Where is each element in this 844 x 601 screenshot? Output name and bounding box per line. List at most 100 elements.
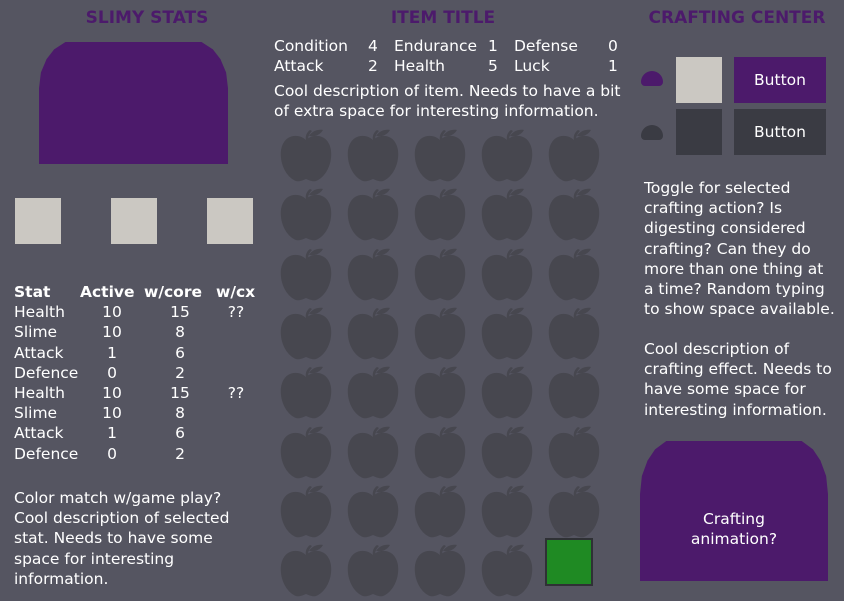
- apple-icon: [347, 247, 399, 301]
- core-slot-3[interactable]: [207, 198, 253, 244]
- stat-active: 10: [102, 384, 122, 403]
- inventory-slot[interactable]: [280, 484, 332, 538]
- stat-with-cx: [216, 363, 256, 383]
- stat-name: Defence: [14, 444, 79, 463]
- item-stat-value: 5: [488, 57, 498, 76]
- inventory-slot[interactable]: [280, 365, 332, 419]
- crafting-center-title: CRAFTING CENTER: [648, 8, 826, 28]
- core-slot-1[interactable]: [15, 198, 61, 244]
- apple-icon: [414, 247, 466, 301]
- inventory-slot[interactable]: [548, 365, 600, 419]
- apple-icon: [481, 484, 533, 538]
- apple-icon: [347, 484, 399, 538]
- inventory-slot[interactable]: [548, 187, 600, 241]
- inventory-slot[interactable]: [481, 365, 533, 419]
- inventory-slot[interactable]: [414, 543, 466, 597]
- apple-icon: [347, 543, 399, 597]
- inventory-slot[interactable]: [347, 187, 399, 241]
- apple-icon: [280, 247, 332, 301]
- stat-name: Health: [14, 384, 65, 403]
- inventory-slot[interactable]: [414, 247, 466, 301]
- stat-with-core: 6: [175, 343, 185, 362]
- inventory-slot[interactable]: [414, 187, 466, 241]
- item-stat-value: 2: [368, 57, 378, 76]
- apple-icon: [280, 128, 332, 182]
- stats-row[interactable]: Slime 10 8: [14, 322, 256, 342]
- inventory-slot[interactable]: [280, 425, 332, 479]
- crafting-toggle-1[interactable]: [641, 71, 663, 86]
- apple-icon: [481, 425, 533, 479]
- stat-active: 10: [102, 303, 122, 322]
- stat-active: 10: [102, 323, 122, 342]
- inventory-slot[interactable]: [481, 484, 533, 538]
- stats-row[interactable]: Slime 10 8: [14, 403, 256, 423]
- crafting-button-2[interactable]: Button: [734, 109, 826, 155]
- apple-icon: [481, 247, 533, 301]
- item-stat-value: 1: [488, 37, 498, 55]
- inventory-slot[interactable]: [481, 128, 533, 182]
- crafting-toggle-2[interactable]: [641, 125, 663, 140]
- inventory-slot[interactable]: [347, 128, 399, 182]
- item-stat-label: Endurance: [394, 37, 478, 55]
- crafting-slot-1[interactable]: [676, 57, 722, 103]
- slime-portrait: [39, 42, 228, 164]
- inventory-slot[interactable]: [347, 484, 399, 538]
- inventory-slot[interactable]: [481, 306, 533, 360]
- crafting-slot-2[interactable]: [676, 109, 722, 155]
- inventory-slot[interactable]: [347, 306, 399, 360]
- apple-icon: [280, 425, 332, 479]
- inventory-slot[interactable]: [414, 365, 466, 419]
- inventory-slot[interactable]: [280, 306, 332, 360]
- item-stat-label: Defense: [514, 37, 578, 55]
- inventory-slot[interactable]: [347, 247, 399, 301]
- item-stat-value: 4: [368, 37, 378, 55]
- stats-row[interactable]: Defence 0 2: [14, 363, 256, 383]
- apple-icon: [481, 128, 533, 182]
- stat-with-cx: ??: [227, 384, 245, 403]
- inventory-slot[interactable]: [347, 543, 399, 597]
- inventory-slot[interactable]: [280, 247, 332, 301]
- stat-with-core: 15: [170, 303, 190, 322]
- inventory-slot[interactable]: [414, 128, 466, 182]
- inventory-slot[interactable]: [481, 543, 533, 597]
- apple-icon: [280, 365, 332, 419]
- inventory-slot[interactable]: [280, 128, 332, 182]
- crafting-button-1[interactable]: Button: [734, 57, 826, 103]
- inventory-slot[interactable]: [481, 187, 533, 241]
- apple-icon: [414, 543, 466, 597]
- stat-with-core: 15: [170, 384, 190, 403]
- inventory-slot[interactable]: [548, 247, 600, 301]
- inventory-slot[interactable]: [548, 484, 600, 538]
- header-active: Active: [80, 283, 135, 301]
- stats-row[interactable]: Attack 1 6: [14, 343, 256, 363]
- item-description: Cool description of item. Needs to have …: [274, 82, 621, 121]
- apple-icon: [414, 484, 466, 538]
- stats-row[interactable]: Health 10 15??: [14, 383, 256, 403]
- stat-name: Attack: [14, 343, 64, 362]
- inventory-slot[interactable]: [414, 425, 466, 479]
- stats-row[interactable]: Defence 0 2: [14, 444, 256, 464]
- inventory-slot[interactable]: [548, 128, 600, 182]
- apple-icon: [481, 543, 533, 597]
- inventory-slot[interactable]: [481, 247, 533, 301]
- inventory-slot[interactable]: [280, 543, 332, 597]
- inventory-slot[interactable]: [414, 306, 466, 360]
- stat-with-core: 8: [175, 404, 185, 423]
- apple-icon: [548, 128, 600, 182]
- inventory-slot[interactable]: [481, 425, 533, 479]
- crafting-animation-label: Crafting animation?: [690, 510, 778, 549]
- selected-inventory-slot[interactable]: [545, 538, 593, 587]
- inventory-slot[interactable]: [548, 306, 600, 360]
- inventory-slot[interactable]: [414, 484, 466, 538]
- core-slot-2[interactable]: [111, 198, 157, 244]
- apple-icon: [347, 187, 399, 241]
- inventory-slot[interactable]: [347, 425, 399, 479]
- inventory-slot[interactable]: [548, 425, 600, 479]
- stat-name: Health: [14, 303, 65, 322]
- stat-name: Slime: [14, 404, 58, 423]
- inventory-slot[interactable]: [280, 187, 332, 241]
- stats-row[interactable]: Attack 1 6: [14, 423, 256, 443]
- inventory-slot[interactable]: [347, 365, 399, 419]
- stats-header-row: Stat Active w/core w/cx: [14, 282, 256, 302]
- stats-row[interactable]: Health 10 15??: [14, 302, 256, 322]
